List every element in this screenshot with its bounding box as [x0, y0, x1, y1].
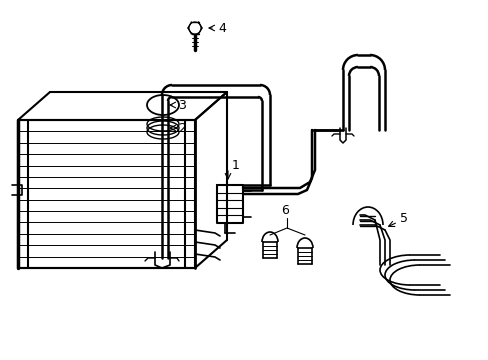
Text: 2: 2: [178, 122, 185, 135]
Text: 1: 1: [231, 158, 240, 171]
Text: 3: 3: [178, 99, 185, 112]
Text: 6: 6: [281, 203, 288, 216]
Text: 5: 5: [399, 212, 407, 225]
Text: 4: 4: [218, 22, 225, 35]
